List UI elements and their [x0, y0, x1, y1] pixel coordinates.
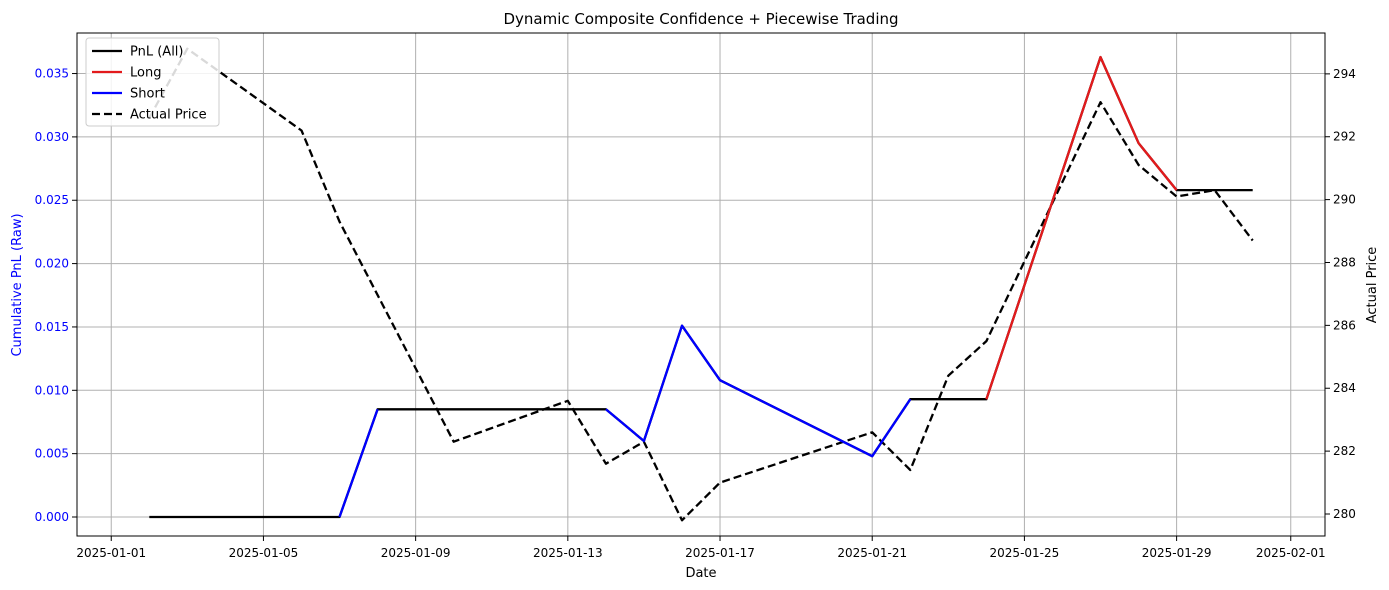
- y-left-tick-label: 0.015: [35, 320, 69, 334]
- series-line-long: [985, 55, 1178, 400]
- y-axis-right: 280 282 284 286 288 290 292 294: [1325, 67, 1356, 521]
- y-left-tick-label: 0.010: [35, 383, 69, 397]
- y-left-tick-label: 0.000: [35, 510, 69, 524]
- x-tick-label: 2025-02-01: [1256, 546, 1326, 560]
- series-lines: [148, 47, 1254, 522]
- chart-title: Dynamic Composite Confidence + Piecewise…: [503, 10, 898, 28]
- y-right-tick-label: 282: [1333, 444, 1356, 458]
- x-tick-label: 2025-01-17: [685, 546, 755, 560]
- x-tick-label: 2025-01-05: [229, 546, 299, 560]
- legend-label: Short: [130, 87, 165, 102]
- x-tick-label: 2025-01-13: [533, 546, 603, 560]
- y-right-tick-label: 286: [1333, 318, 1356, 332]
- x-axis-label: Date: [685, 566, 716, 581]
- y-right-tick-label: 292: [1333, 130, 1356, 144]
- series-line-short: [605, 324, 912, 458]
- x-axis: 2025-01-01 2025-01-05 2025-01-09 2025-01-13…: [76, 536, 1326, 560]
- y-axis-left: 0.000 0.005 0.010 0.015 0.020 0.025 0.030 0.035: [35, 67, 77, 524]
- y-right-tick-label: 280: [1333, 507, 1356, 521]
- series-line-short: [338, 408, 379, 518]
- y-left-tick-label: 0.035: [35, 67, 69, 81]
- y-right-tick-label: 294: [1333, 67, 1356, 81]
- y-left-tick-label: 0.005: [35, 447, 69, 461]
- x-tick-label: 2025-01-29: [1142, 546, 1212, 560]
- x-tick-label: 2025-01-25: [990, 546, 1060, 560]
- x-tick-label: 2025-01-21: [837, 546, 907, 560]
- legend: PnL (All) Long Short Actual Price: [85, 37, 220, 127]
- plot-frame: [76, 32, 1326, 537]
- y-right-tick-label: 288: [1333, 255, 1356, 269]
- y-right-tick-label: 290: [1333, 193, 1356, 207]
- y-axis-left-label: Cumulative PnL (Raw): [10, 213, 25, 356]
- series-line-actual-price: [148, 47, 1254, 522]
- x-tick-label: 2025-01-09: [381, 546, 451, 560]
- y-axis-right-label: Actual Price: [1365, 247, 1380, 324]
- legend-label: PnL (All): [130, 45, 184, 60]
- legend-label: Long: [130, 66, 161, 81]
- grid-lines: [77, 33, 1325, 536]
- y-left-tick-label: 0.025: [35, 193, 69, 207]
- x-tick-label: 2025-01-01: [76, 546, 146, 560]
- y-right-tick-label: 284: [1333, 381, 1356, 395]
- y-left-tick-label: 0.020: [35, 257, 69, 271]
- y-left-tick-label: 0.030: [35, 130, 69, 144]
- legend-label: Actual Price: [130, 108, 207, 123]
- legend-box: [85, 37, 220, 127]
